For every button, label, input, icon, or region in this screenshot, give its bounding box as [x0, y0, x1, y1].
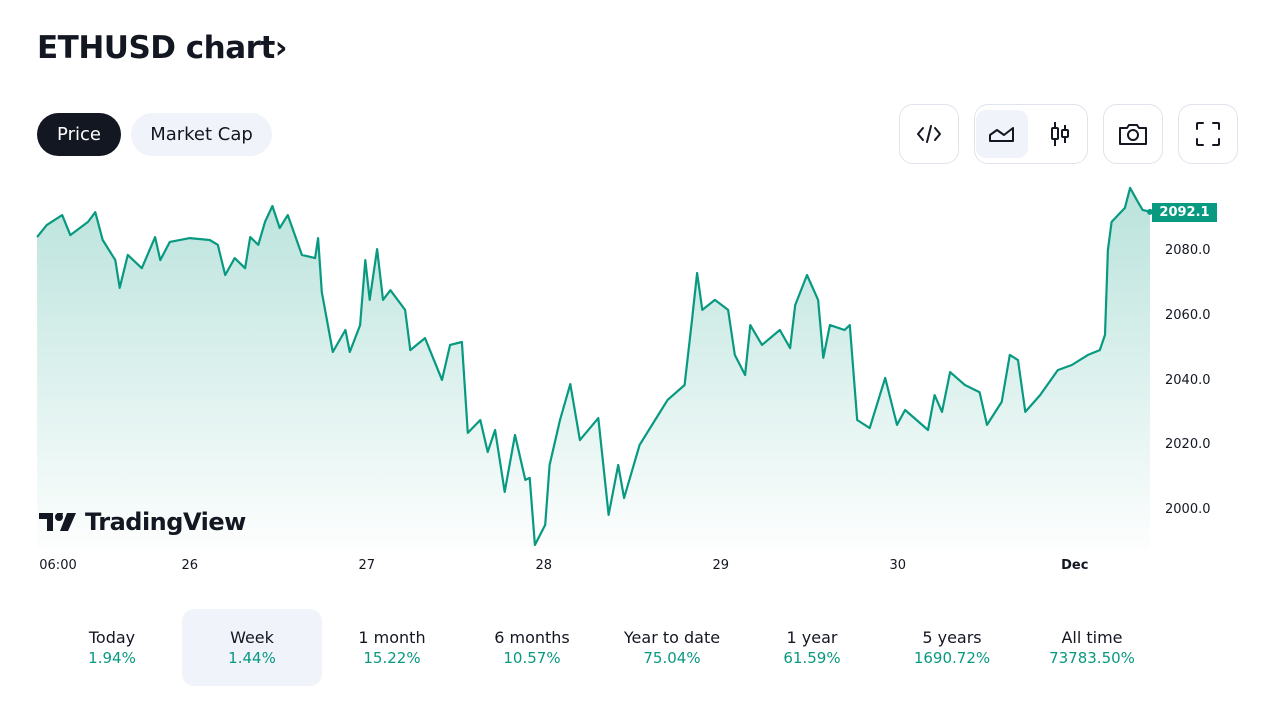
y-tick-label: 2060.0: [1165, 307, 1211, 323]
price-line: [36, 186, 1151, 547]
tradingview-logo-icon: [39, 513, 76, 531]
tradingview-logo-text: TradingView: [85, 508, 246, 536]
tradingview-logo[interactable]: TradingView: [39, 508, 246, 536]
embed-button[interactable]: [899, 104, 959, 164]
candlestick-icon: [1051, 122, 1069, 146]
y-tick-label: 2080.0: [1165, 243, 1211, 258]
period-1-month[interactable]: 1 month 15.22%: [322, 609, 462, 686]
period-week[interactable]: Week 1.44%: [182, 609, 322, 686]
tab-price[interactable]: Price: [37, 113, 121, 156]
chevron-right-icon: ›: [274, 30, 288, 66]
tab-market-cap[interactable]: Market Cap: [131, 113, 272, 156]
x-tick-label: 29: [712, 558, 730, 573]
period-change-value: 15.22%: [363, 649, 421, 667]
period-label: Today: [88, 628, 136, 647]
period-year-to-date[interactable]: Year to date 75.04%: [602, 609, 742, 686]
y-tick-label: 2020.0: [1165, 437, 1211, 453]
y-tick-label: 2000.0: [1165, 502, 1211, 517]
period-change-value: 10.57%: [503, 649, 561, 667]
x-tick-label: 26: [181, 558, 199, 573]
chart-type-toggle: [974, 104, 1088, 164]
period-change-value: 75.04%: [643, 649, 701, 667]
area-chart-button[interactable]: [976, 110, 1028, 158]
x-tick-label: 30: [889, 558, 907, 573]
period-change-value: 1690.72%: [913, 649, 991, 667]
fullscreen-icon: [1196, 122, 1220, 146]
camera-icon: [1119, 124, 1147, 145]
period-label: 6 months: [494, 628, 570, 647]
period-label: Week: [230, 628, 274, 647]
price-chart[interactable]: [0, 0, 1280, 600]
snapshot-button[interactable]: [1103, 104, 1163, 164]
period-today[interactable]: Today 1.94%: [42, 609, 182, 686]
price-area-fill: [37, 187, 1150, 548]
y-tick-label: 2040.0: [1165, 372, 1211, 388]
period-label: Year to date: [623, 628, 721, 647]
page-title: ETHUSD chart: [37, 30, 275, 66]
x-tick-label: 27: [358, 558, 376, 573]
x-tick-label: Dec: [1061, 558, 1089, 573]
x-tick-label: 06:00: [39, 558, 77, 573]
period-change-value: 73783.50%: [1049, 649, 1135, 667]
candlestick-chart-button[interactable]: [1034, 110, 1086, 158]
chart-title-link[interactable]: ETHUSD chart›: [37, 30, 288, 66]
period-label: 1 month: [358, 628, 426, 647]
period-all-time[interactable]: All time 73783.50%: [1022, 609, 1162, 686]
embed-code-icon: [917, 125, 941, 143]
period-selector: Today 1.94% Week 1.44% 1 month 15.22% 6 months…: [42, 609, 1162, 686]
period-change-value: 1.94%: [88, 649, 136, 667]
x-tick-label: 28: [535, 558, 553, 573]
period-change-value: 61.59%: [783, 649, 841, 667]
last-price-label: 2092.1: [1152, 203, 1217, 222]
period-6-months[interactable]: 6 months 10.57%: [462, 609, 602, 686]
fullscreen-button[interactable]: [1178, 104, 1238, 164]
period-label: All time: [1061, 628, 1123, 647]
period-change-value: 1.44%: [228, 649, 276, 667]
period-1-year[interactable]: 1 year 61.59%: [742, 609, 882, 686]
area-chart-icon: [989, 127, 1014, 142]
last-price-marker: [1146, 208, 1153, 215]
period-5-years[interactable]: 5 years 1690.72%: [882, 609, 1022, 686]
period-label: 1 year: [786, 628, 838, 647]
period-label: 5 years: [922, 628, 982, 647]
